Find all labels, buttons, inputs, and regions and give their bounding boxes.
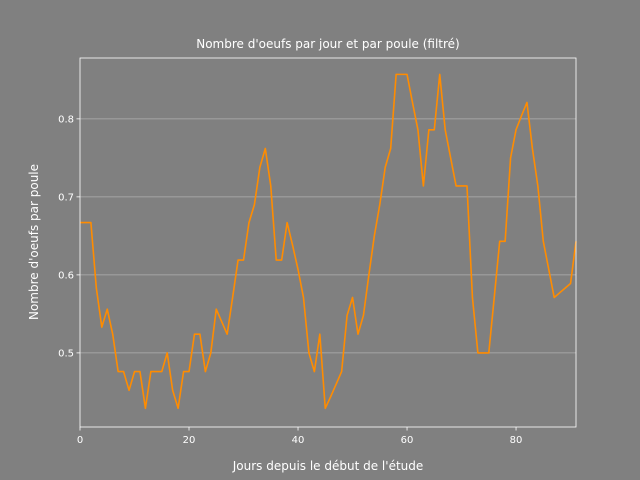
x-tick-label: 60 <box>401 435 414 446</box>
y-tick-label: 0.8 <box>58 114 74 125</box>
x-axis-ticks: 0 20 40 60 80 <box>77 427 523 446</box>
grid-lines <box>80 118 576 354</box>
x-tick-label: 0 <box>77 435 83 446</box>
x-tick-label: 40 <box>292 435 305 446</box>
plot-area-frame <box>79 57 577 428</box>
chart-title: Nombre d'oeufs par jour et par poule (fi… <box>196 37 460 51</box>
y-tick-label: 0.5 <box>58 348 74 359</box>
y-axis-label: Nombre d'oeufs par poule <box>27 164 41 320</box>
y-axis-ticks: 0.5 0.6 0.7 0.8 <box>58 114 80 359</box>
y-tick-label: 0.7 <box>58 192 74 203</box>
x-tick-label: 80 <box>510 435 523 446</box>
y-tick-label: 0.6 <box>58 270 74 281</box>
x-tick-label: 20 <box>183 435 196 446</box>
x-axis-label: Jours depuis le début de l'étude <box>232 459 424 473</box>
series-line <box>80 73 577 410</box>
